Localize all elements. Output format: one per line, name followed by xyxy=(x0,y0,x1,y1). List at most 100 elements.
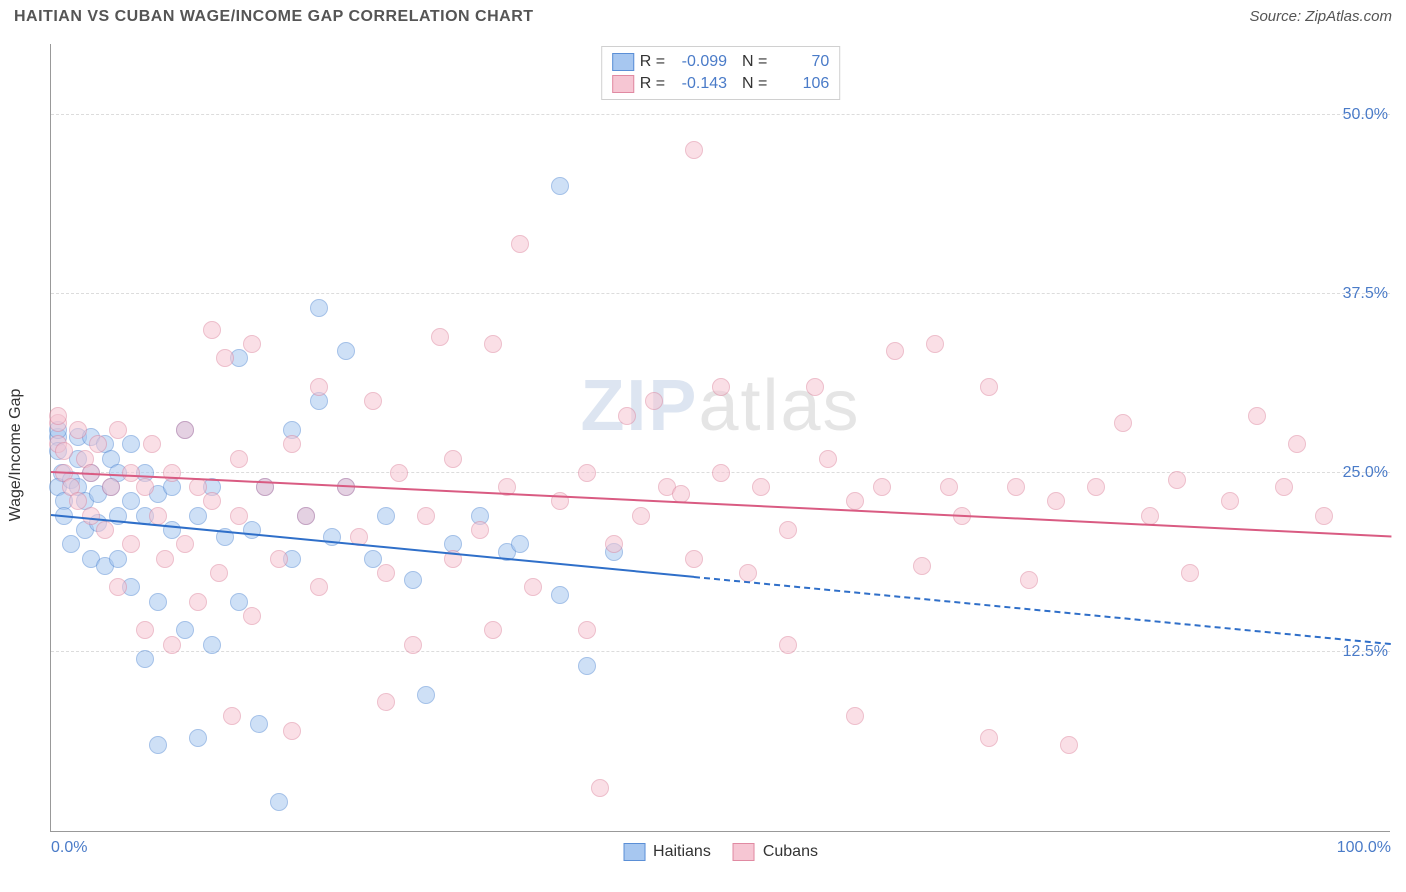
data-point xyxy=(143,435,161,453)
trend-line xyxy=(51,514,694,578)
data-point xyxy=(377,693,395,711)
data-point xyxy=(484,621,502,639)
data-point xyxy=(390,464,408,482)
data-point xyxy=(210,564,228,582)
data-point xyxy=(417,686,435,704)
data-point xyxy=(310,378,328,396)
swatch-cubans xyxy=(612,75,634,93)
data-point xyxy=(102,478,120,496)
legend-item-haitians: Haitians xyxy=(623,843,711,861)
legend-row-cubans: R = -0.143 N = 106 xyxy=(612,73,830,95)
data-point xyxy=(444,450,462,468)
data-point xyxy=(364,392,382,410)
data-point xyxy=(156,550,174,568)
data-point xyxy=(940,478,958,496)
data-point xyxy=(230,507,248,525)
data-point xyxy=(283,722,301,740)
data-point xyxy=(69,492,87,510)
y-tick-label: 12.5% xyxy=(1343,643,1394,661)
legend-row-haitians: R = -0.099 N = 70 xyxy=(612,51,830,73)
data-point xyxy=(1168,471,1186,489)
data-point xyxy=(189,478,207,496)
data-point xyxy=(310,299,328,317)
data-point xyxy=(96,521,114,539)
data-point xyxy=(136,650,154,668)
data-point xyxy=(283,435,301,453)
data-point xyxy=(1047,492,1065,510)
data-point xyxy=(189,593,207,611)
data-point xyxy=(980,378,998,396)
data-point xyxy=(846,707,864,725)
data-point xyxy=(243,335,261,353)
data-point xyxy=(484,335,502,353)
data-point xyxy=(176,621,194,639)
data-point xyxy=(364,550,382,568)
data-point xyxy=(189,729,207,747)
data-point xyxy=(337,342,355,360)
data-point xyxy=(122,492,140,510)
data-point xyxy=(163,521,181,539)
correlation-legend: R = -0.099 N = 70 R = -0.143 N = 106 xyxy=(601,46,841,100)
data-point xyxy=(62,535,80,553)
data-point xyxy=(645,392,663,410)
data-point xyxy=(1007,478,1025,496)
data-point xyxy=(873,478,891,496)
data-point xyxy=(752,478,770,496)
gridline xyxy=(51,114,1390,115)
y-tick-label: 25.0% xyxy=(1343,464,1394,482)
data-point xyxy=(404,571,422,589)
data-point xyxy=(806,378,824,396)
r-value-cubans: -0.143 xyxy=(671,75,727,93)
swatch-haitians xyxy=(612,53,634,71)
y-tick-label: 37.5% xyxy=(1343,285,1394,303)
data-point xyxy=(109,578,127,596)
data-point xyxy=(1275,478,1293,496)
data-point xyxy=(712,378,730,396)
data-point xyxy=(109,550,127,568)
data-point xyxy=(243,521,261,539)
n-value-haitians: 70 xyxy=(773,53,829,71)
data-point xyxy=(243,607,261,625)
data-point xyxy=(980,729,998,747)
data-point xyxy=(1288,435,1306,453)
y-tick-label: 50.0% xyxy=(1343,106,1394,124)
data-point xyxy=(632,507,650,525)
data-point xyxy=(417,507,435,525)
data-point xyxy=(1114,414,1132,432)
data-point xyxy=(49,407,67,425)
x-tick-label: 0.0% xyxy=(51,839,87,857)
data-point xyxy=(1020,571,1038,589)
data-point xyxy=(149,507,167,525)
data-point xyxy=(685,141,703,159)
chart-title: HAITIAN VS CUBAN WAGE/INCOME GAP CORRELA… xyxy=(14,8,534,26)
data-point xyxy=(471,521,489,539)
data-point xyxy=(591,779,609,797)
data-point xyxy=(377,564,395,582)
data-point xyxy=(739,564,757,582)
data-point xyxy=(203,321,221,339)
data-point xyxy=(913,557,931,575)
data-point xyxy=(1181,564,1199,582)
data-point xyxy=(122,464,140,482)
data-point xyxy=(82,507,100,525)
data-point xyxy=(250,715,268,733)
series-legend: Haitians Cubans xyxy=(623,843,818,861)
data-point xyxy=(618,407,636,425)
data-point xyxy=(1248,407,1266,425)
data-point xyxy=(578,464,596,482)
gridline xyxy=(51,651,1390,652)
data-point xyxy=(1087,478,1105,496)
data-point xyxy=(270,550,288,568)
y-axis-title: Wage/Income Gap xyxy=(7,389,25,522)
data-point xyxy=(176,535,194,553)
data-point xyxy=(926,335,944,353)
data-point xyxy=(404,636,422,654)
data-point xyxy=(136,478,154,496)
data-point xyxy=(270,793,288,811)
legend-item-cubans: Cubans xyxy=(733,843,818,861)
data-point xyxy=(297,507,315,525)
data-point xyxy=(685,550,703,568)
swatch-cubans-bottom xyxy=(733,843,755,861)
data-point xyxy=(524,578,542,596)
data-point xyxy=(551,177,569,195)
